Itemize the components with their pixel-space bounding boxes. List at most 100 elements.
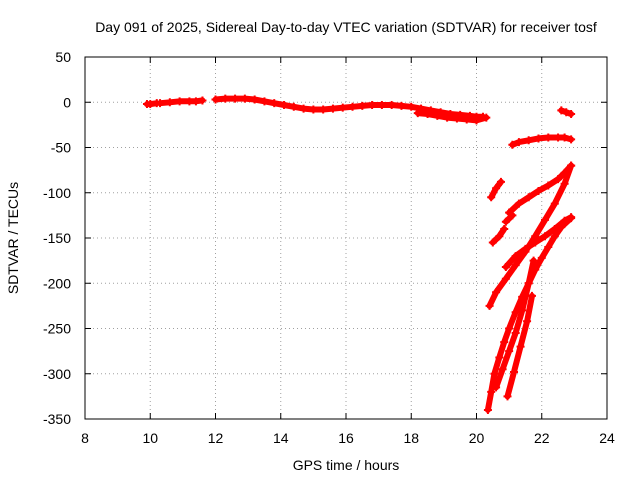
data-point xyxy=(511,261,520,270)
x-tick-label: 8 xyxy=(81,430,89,446)
y-tick-label: -250 xyxy=(43,321,71,337)
data-point xyxy=(511,308,520,317)
chart-title: Day 091 of 2025, Sidereal Day-to-day VTE… xyxy=(95,19,597,35)
data-point xyxy=(501,262,510,271)
data-point xyxy=(211,95,220,104)
data-layer xyxy=(142,94,576,414)
x-tick-label: 18 xyxy=(403,430,419,446)
data-point xyxy=(560,133,569,142)
series-arc-2 xyxy=(156,96,207,108)
data-point xyxy=(289,102,298,111)
series-arc-4 xyxy=(413,109,491,125)
data-point xyxy=(485,301,494,310)
data-point xyxy=(534,134,543,143)
y-tick-label: -200 xyxy=(43,275,71,291)
data-point xyxy=(495,353,504,362)
data-point xyxy=(175,97,184,106)
series-line xyxy=(506,162,575,216)
series-arc-8 xyxy=(488,224,509,247)
data-point xyxy=(348,102,357,111)
data-point xyxy=(299,104,308,113)
data-point xyxy=(309,105,318,114)
data-point xyxy=(231,94,240,103)
grid-layer xyxy=(85,57,607,419)
data-point xyxy=(221,94,230,103)
data-point xyxy=(443,113,452,122)
data-point xyxy=(505,347,514,356)
x-tick-label: 22 xyxy=(534,430,550,446)
data-point xyxy=(524,193,533,202)
data-point xyxy=(531,238,540,247)
data-point xyxy=(524,136,533,145)
series-arc-13 xyxy=(483,214,576,414)
data-point xyxy=(492,383,501,392)
data-point xyxy=(518,306,527,315)
data-point xyxy=(510,367,519,376)
label-layer: 8 10 12 14 16 18 20 22 24 50 0 -50 -100 -150 -200 -250 -… xyxy=(43,49,615,446)
data-point xyxy=(462,115,471,124)
y-tick-label: -150 xyxy=(43,230,71,246)
data-point xyxy=(387,100,396,109)
data-point xyxy=(567,135,576,144)
y-tick-label: -350 xyxy=(43,411,71,427)
data-point xyxy=(496,177,505,186)
series-arc-7 xyxy=(487,177,505,202)
series-arc-14 xyxy=(492,256,538,392)
data-point xyxy=(368,100,377,109)
data-point xyxy=(544,181,553,190)
data-point xyxy=(250,95,259,104)
data-point xyxy=(495,232,504,241)
x-tick-label: 12 xyxy=(208,430,224,446)
y-axis-label: SDTVAR / TECUs xyxy=(5,182,21,294)
data-point xyxy=(492,184,501,193)
data-point xyxy=(560,179,569,188)
data-point xyxy=(514,199,523,208)
data-point xyxy=(280,100,289,109)
data-point xyxy=(413,109,422,118)
data-point xyxy=(501,217,510,226)
data-point xyxy=(516,342,525,351)
data-point xyxy=(338,103,347,112)
data-point xyxy=(557,223,566,232)
data-point xyxy=(490,369,499,378)
data-point xyxy=(529,256,538,265)
data-point xyxy=(511,329,520,338)
data-point xyxy=(270,99,279,108)
y-tick-label: 50 xyxy=(55,49,71,65)
data-point xyxy=(554,175,563,184)
data-point xyxy=(319,105,328,114)
data-point xyxy=(492,288,501,297)
data-point xyxy=(523,317,532,326)
series-arc-5 xyxy=(508,133,576,149)
data-point xyxy=(472,116,481,125)
data-point xyxy=(501,274,510,283)
data-point xyxy=(240,94,249,103)
data-point xyxy=(423,110,432,119)
data-point xyxy=(544,243,553,252)
x-axis-label: GPS time / hours xyxy=(293,457,400,473)
data-point xyxy=(541,232,550,241)
data-point xyxy=(567,110,576,119)
data-point xyxy=(521,244,530,253)
data-point xyxy=(505,208,514,217)
data-point xyxy=(452,114,461,123)
y-tick-label: -50 xyxy=(51,140,71,156)
data-point xyxy=(397,101,406,110)
tick-layer xyxy=(84,56,608,420)
series-line xyxy=(502,212,516,225)
data-point xyxy=(328,104,337,113)
data-point xyxy=(433,111,442,120)
data-point xyxy=(377,100,386,109)
data-point xyxy=(567,161,576,170)
data-point xyxy=(550,232,559,241)
x-tick-label: 16 xyxy=(338,430,354,446)
data-point xyxy=(505,324,514,333)
series-arc-6 xyxy=(557,106,576,119)
data-point xyxy=(527,291,536,300)
series-arc-15 xyxy=(503,291,536,401)
data-point xyxy=(537,253,546,262)
data-point xyxy=(498,365,507,374)
data-point xyxy=(358,101,367,110)
data-point xyxy=(500,338,509,347)
